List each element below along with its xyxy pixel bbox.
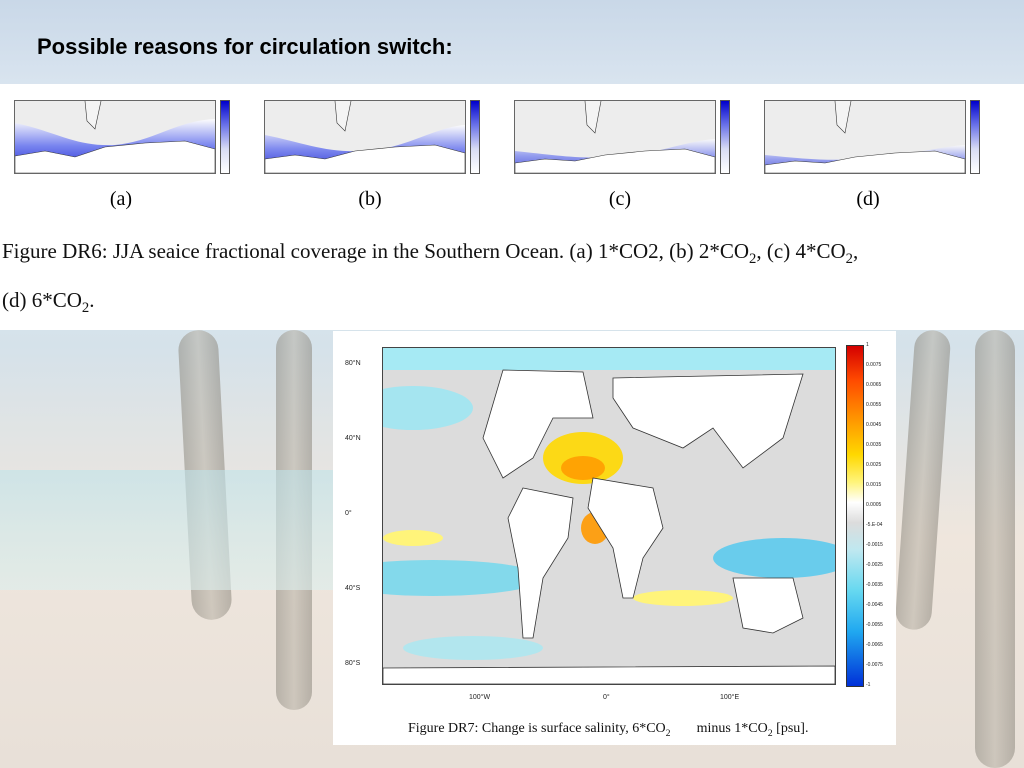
colorbar-tick-label: -0.0035 <box>866 582 883 588</box>
y-tick-label: 40°N <box>345 435 361 442</box>
panel-label-c: (c) <box>608 188 632 210</box>
caption-text: , <box>852 239 859 263</box>
caption-subscript: 2 <box>81 300 90 317</box>
caption-subscript: 2 <box>749 251 757 268</box>
figure-dr6-caption-line2: (d) 6*CO2. <box>2 288 95 317</box>
y-tick-label: 0° <box>345 510 352 517</box>
seaice-colorbar-b <box>470 100 480 174</box>
colorbar-tick-label: -1 <box>866 682 871 688</box>
caption-text: , (c) 4*CO <box>756 239 846 263</box>
panel-label-a: (a) <box>109 188 133 210</box>
palm-trunk-far-right <box>975 330 1015 768</box>
y-tick-label: 40°S <box>345 585 361 592</box>
x-tick-label: 100°E <box>720 694 740 701</box>
colorbar-tick-label: 0.0025 <box>866 462 882 468</box>
seaice-colorbar-d <box>970 100 980 174</box>
panel-label-d: (d) <box>856 188 880 210</box>
caption-text: Figure DR6: JJA seaice fractional covera… <box>2 239 750 263</box>
seaice-map-d <box>764 100 966 174</box>
caption-text: [psu]. <box>772 721 809 736</box>
salinity-colorbar <box>846 345 864 687</box>
y-tick-label: 80°N <box>345 360 361 367</box>
colorbar-tick-label: 0.0035 <box>866 442 882 448</box>
colorbar-tick-label: 0.0045 <box>866 422 882 428</box>
colorbar-tick-label: 0.0005 <box>866 502 882 508</box>
colorbar-tick-label: 0.0055 <box>866 402 882 408</box>
x-tick-label: 100°W <box>469 694 491 701</box>
caption-text: Figure DR7: Change is surface salinity, … <box>408 721 666 736</box>
colorbar-tick-label: -0.0015 <box>866 542 883 548</box>
colorbar-tick-label: 1 <box>866 342 869 348</box>
colorbar-tick-label: -5.E-04 <box>866 522 883 528</box>
caption-subscript: 2 <box>665 727 671 739</box>
seaice-panel-d <box>750 98 980 174</box>
colorbar-tick-label: 0.0075 <box>866 362 882 368</box>
colorbar-tick-label: -0.0075 <box>866 662 883 668</box>
colorbar-tick-label: -0.0055 <box>866 622 883 628</box>
figure-dr6-caption-line1: Figure DR6: JJA seaice fractional covera… <box>2 239 858 268</box>
sea-background <box>0 470 340 590</box>
caption-subscript: 2 <box>845 251 853 268</box>
seaice-map-b <box>264 100 466 174</box>
colorbar-tick-label: -0.0025 <box>866 562 883 568</box>
seaice-colorbar-c <box>720 100 730 174</box>
figure-dr6: (a) (b) (c) (d) Figure DR6: JJA seaice f… <box>0 84 1024 330</box>
slide-title: Possible reasons for circulation switch: <box>37 34 453 59</box>
caption-subscript: 2 <box>767 727 773 739</box>
seaice-colorbar-a <box>220 100 230 174</box>
seaice-panel-c <box>500 98 730 174</box>
caption-text: (d) 6*CO <box>2 288 82 312</box>
seaice-map-a <box>14 100 216 174</box>
salinity-map <box>382 347 836 685</box>
y-tick-label: 80°S <box>345 660 361 667</box>
figure-dr7-caption: Figure DR7: Change is surface salinity, … <box>408 721 808 739</box>
caption-text: . <box>89 288 95 312</box>
figure-dr7: 80°N 40°N 0° 40°S 80°S 100°W 0° 100°E 1 0… <box>333 331 896 745</box>
caption-text: minus 1*CO <box>696 721 768 736</box>
colorbar-tick-label: -0.0065 <box>866 642 883 648</box>
x-tick-label: 0° <box>603 694 610 701</box>
panel-label-b: (b) <box>358 188 382 210</box>
seaice-panel-a <box>0 98 230 174</box>
colorbar-tick-label: -0.0045 <box>866 602 883 608</box>
seaice-panel-b <box>250 98 480 174</box>
seaice-map-c <box>514 100 716 174</box>
colorbar-tick-label: 0.0015 <box>866 482 882 488</box>
colorbar-tick-label: 0.0065 <box>866 382 882 388</box>
